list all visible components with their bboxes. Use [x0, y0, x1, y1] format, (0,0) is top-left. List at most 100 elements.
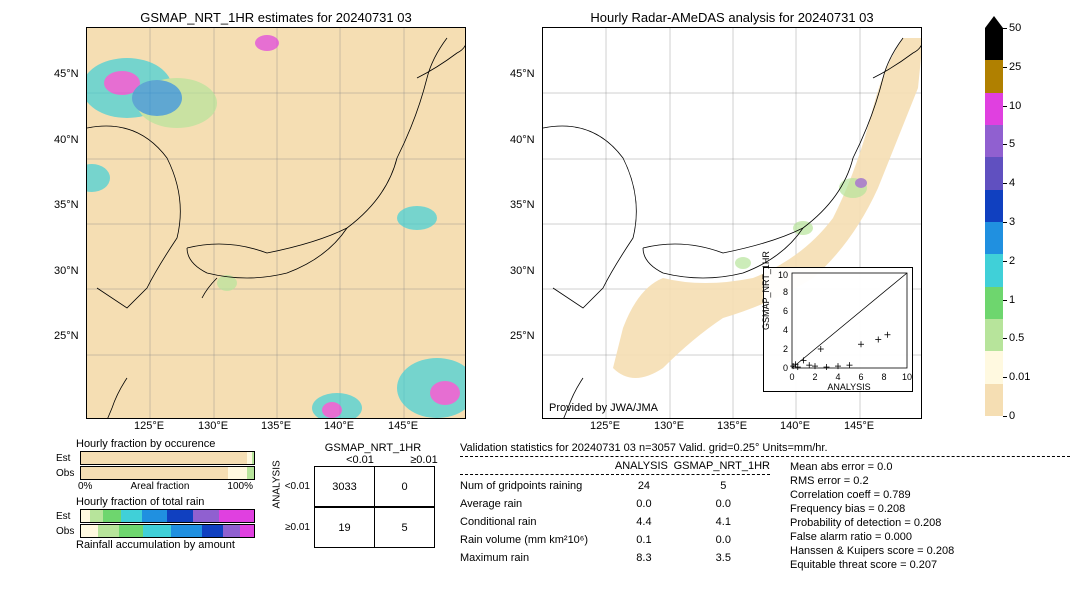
ytick: 30°N — [54, 265, 79, 277]
validation-panel: Validation statistics for 20240731 03 n=… — [460, 442, 1070, 572]
ts-b: 3.5 — [677, 552, 770, 564]
ts-b: 0.0 — [677, 498, 770, 510]
occ-axis-0: 0% — [78, 481, 92, 492]
stat-label: Probability of detection = — [790, 517, 911, 529]
ts-a: 0.0 — [611, 498, 676, 510]
right-map-title: Hourly Radar-AMeDAS analysis for 2024073… — [542, 10, 922, 25]
ytick: 30°N — [510, 265, 535, 277]
left-map — [86, 27, 466, 419]
ts-label: Maximum rain — [460, 552, 611, 564]
svg-text:6: 6 — [783, 306, 788, 316]
scatter-inset: 0 2 4 6 8 10 0 2 4 6 8 10 ANALYSIS GSMAP… — [763, 267, 913, 392]
ts-a: 4.4 — [611, 516, 676, 528]
attribution: Provided by JWA/JMA — [549, 402, 658, 414]
colorbar-tick: 1 — [1009, 294, 1015, 306]
minibar — [80, 451, 255, 465]
colorbar-tick: 25 — [1009, 61, 1021, 73]
ct-row0: <0.01 — [284, 481, 314, 492]
ytick: 25°N — [510, 330, 535, 342]
xtick: 125°E — [590, 420, 620, 432]
xtick: 140°E — [324, 420, 354, 432]
colorbar-tick: 3 — [1009, 216, 1015, 228]
colorbar-tick: 50 — [1009, 22, 1021, 34]
xtick: 140°E — [780, 420, 810, 432]
ts-b: 4.1 — [677, 516, 770, 528]
validation-header: Validation statistics for 20240731 03 n=… — [460, 442, 1070, 454]
colorbar-tick: 5 — [1009, 138, 1015, 150]
colorbar-seg — [985, 190, 1003, 222]
stat-val: 0.208 — [914, 517, 942, 529]
ts-col-b: GSMAP_NRT_1HR — [674, 460, 770, 472]
colorbar-seg — [985, 93, 1003, 125]
scatter-xlabel: ANALYSIS — [827, 382, 870, 392]
svg-text:8: 8 — [881, 372, 886, 382]
colorbar-tick: 2 — [1009, 255, 1015, 267]
ct-01: 0 — [375, 467, 435, 507]
xtick: 135°E — [717, 420, 747, 432]
ts-a: 8.3 — [611, 552, 676, 564]
ct-col0: <0.01 — [328, 454, 392, 466]
ts-label: Num of gridpoints raining — [460, 480, 611, 492]
ytick: 35°N — [510, 199, 535, 211]
rain-title: Hourly fraction of total rain — [76, 496, 261, 508]
ct-10: 19 — [315, 508, 375, 548]
colorbar-seg — [985, 351, 1003, 383]
scatter-point — [801, 357, 807, 363]
ct-colhdr: GSMAP_NRT_1HR — [290, 442, 456, 454]
stat-val: 0.2 — [853, 475, 868, 487]
scatter-point — [875, 337, 881, 343]
scatter-ylabel: GSMAP_NRT_1HR — [761, 251, 771, 330]
stat-label: Correlation coeff = — [790, 489, 880, 501]
left-map-svg — [87, 28, 466, 419]
ts-b: 0.0 — [677, 534, 770, 546]
svg-text:2: 2 — [783, 344, 788, 354]
colorbar-seg — [985, 157, 1003, 189]
ytick: 40°N — [510, 134, 535, 146]
ytick: 45°N — [54, 68, 79, 80]
svg-text:0: 0 — [789, 372, 794, 382]
svg-text:4: 4 — [835, 372, 840, 382]
left-map-title: GSMAP_NRT_1HR estimates for 20240731 03 — [86, 10, 466, 25]
svg-text:6: 6 — [858, 372, 863, 382]
ytick: 45°N — [510, 68, 535, 80]
scatter-point — [806, 362, 812, 368]
xtick: 145°E — [388, 420, 418, 432]
ct-row1: ≥0.01 — [284, 522, 314, 533]
ts-label: Average rain — [460, 498, 611, 510]
colorbar-seg — [985, 222, 1003, 254]
stat-label: Equitable threat score = — [790, 559, 907, 571]
bar-label: Obs — [56, 468, 76, 479]
ts-col-a: ANALYSIS — [609, 460, 673, 472]
colorbar-tick: 0.5 — [1009, 332, 1024, 344]
colorbar-seg — [985, 287, 1003, 319]
colorbar-tick: 0 — [1009, 410, 1015, 422]
occ-bars: Hourly fraction by occurence EstObs 0% A… — [56, 438, 261, 551]
bar-label: Est — [56, 453, 76, 464]
right-map: Provided by JWA/JMA 0 2 4 6 8 10 0 2 4 6 — [542, 27, 922, 419]
colorbar-arrow-icon — [985, 16, 1003, 28]
stat-val: 0.000 — [884, 531, 912, 543]
ct-rowhdr: ANALYSIS — [272, 494, 283, 508]
colorbar-seg — [985, 60, 1003, 92]
bar-label: Est — [56, 511, 76, 522]
svg-text:10: 10 — [902, 372, 912, 382]
ct-00: 3033 — [315, 467, 375, 507]
stat-label: False alarm ratio = — [790, 531, 881, 543]
ts-label: Rain volume (mm km²10⁶) — [460, 534, 611, 546]
stat-label: RMS error = — [790, 475, 850, 487]
scatter-point — [847, 362, 853, 368]
ts-a: 0.1 — [611, 534, 676, 546]
ytick: 25°N — [54, 330, 79, 342]
colorbar-seg — [985, 125, 1003, 157]
colorbar-seg — [985, 384, 1003, 416]
ct-11: 5 — [375, 508, 435, 548]
rain-footer: Rainfall accumulation by amount — [76, 539, 261, 551]
scatter-point — [884, 332, 890, 338]
xtick: 130°E — [198, 420, 228, 432]
xtick: 130°E — [654, 420, 684, 432]
svg-text:0: 0 — [783, 363, 788, 373]
stat-val: 0.0 — [877, 461, 892, 473]
xtick: 125°E — [134, 420, 164, 432]
ts-b: 5 — [677, 480, 770, 492]
colorbar-tick: 0.01 — [1009, 371, 1030, 383]
